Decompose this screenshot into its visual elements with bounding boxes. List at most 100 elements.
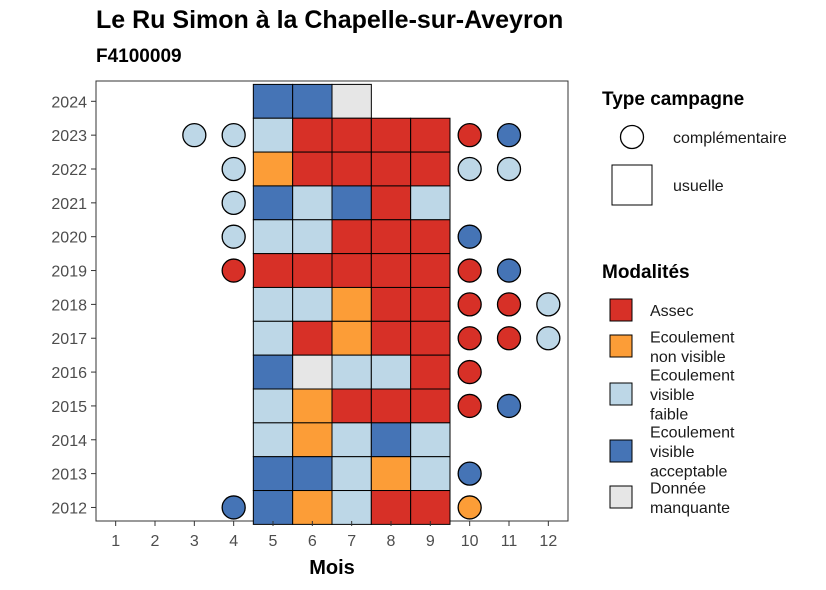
- x-tick-label-2: 2: [151, 533, 160, 550]
- cell-2021-6: [292, 185, 333, 221]
- y-tick-label-2020: 2020: [51, 230, 87, 247]
- cell-2018-8: [370, 286, 412, 322]
- y-tick-label-2014: 2014: [51, 433, 87, 450]
- legend-label-A: Assec: [650, 303, 694, 320]
- cell-2021-9: [410, 185, 451, 221]
- y-tick-label-2021: 2021: [51, 196, 87, 213]
- cell-2012-5: [252, 490, 294, 525]
- legend-key-M: [609, 485, 633, 509]
- point-2023-3: [182, 123, 207, 148]
- point-2016-10: [457, 359, 482, 385]
- cell-2021-8: [370, 185, 412, 221]
- cell-2020-9: [410, 219, 451, 255]
- cell-2023-9: [410, 117, 451, 153]
- cell-2022-5: [252, 151, 294, 187]
- chart-title: Le Ru Simon à la Chapelle-sur-Aveyron: [96, 6, 564, 34]
- y-tick-label-2013: 2013: [51, 467, 87, 484]
- cell-2012-7: [331, 490, 372, 525]
- cell-2021-7: [331, 185, 372, 221]
- cell-2016-9: [410, 354, 451, 390]
- point-2023-4: [221, 123, 246, 148]
- cell-2023-8: [370, 117, 412, 153]
- cell-2023-6: [292, 117, 333, 153]
- cell-2024-6: [292, 83, 333, 119]
- cell-2019-8: [370, 253, 412, 288]
- x-tick-label-3: 3: [190, 533, 199, 550]
- cell-2018-7: [331, 286, 372, 322]
- point-2017-11: [496, 326, 522, 351]
- point-2013-10: [457, 461, 482, 486]
- cell-2017-9: [410, 320, 451, 356]
- point-2022-10: [457, 156, 482, 182]
- cell-2014-5: [252, 422, 294, 458]
- cell-2016-8: [370, 354, 412, 390]
- cell-2018-9: [410, 286, 451, 322]
- cell-2015-8: [370, 388, 412, 424]
- cell-2020-5: [252, 219, 294, 255]
- cell-2015-5: [252, 388, 294, 424]
- point-2020-10: [457, 224, 482, 249]
- cell-2019-6: [292, 253, 333, 288]
- x-tick-label-12: 12: [539, 533, 557, 550]
- y-axis: 2012 2013 2014 2015 2016 2017 2018 2019 2020 2021…: [51, 94, 96, 517]
- legend-label-M: Donnée manquante: [650, 480, 730, 517]
- chart-subtitle: F4100009: [96, 46, 182, 67]
- x-tick-label-1: 1: [111, 533, 120, 550]
- point-2017-12: [536, 326, 561, 351]
- x-tick-label-10: 10: [461, 533, 479, 550]
- point-2019-4: [221, 258, 246, 283]
- cell-2019-9: [410, 253, 451, 288]
- cell-2015-9: [410, 388, 451, 424]
- point-2012-10: [457, 495, 482, 520]
- x-tick-label-7: 7: [347, 533, 356, 550]
- point-2015-10: [457, 393, 482, 419]
- y-tick-label-2015: 2015: [51, 399, 87, 416]
- cell-2019-5: [252, 253, 294, 288]
- legend-key-complementaire: [619, 124, 645, 150]
- x-tick-label-8: 8: [387, 533, 396, 550]
- cell-2016-6: [292, 354, 333, 390]
- cell-2022-9: [410, 151, 451, 187]
- point-2017-10: [457, 326, 482, 351]
- cell-2013-8: [370, 456, 412, 492]
- y-tick-label-2016: 2016: [51, 365, 87, 382]
- x-tick-label-11: 11: [501, 533, 518, 550]
- cell-2013-5: [252, 456, 294, 492]
- cell-2017-6: [292, 320, 333, 356]
- legend-label-F: Ecoulement visible faible: [650, 368, 735, 424]
- cell-2024-5: [252, 83, 294, 119]
- legend-modalities-title: Modalités: [602, 262, 690, 283]
- cell-2016-5: [252, 354, 294, 390]
- legend-label-complementaire: complémentaire: [673, 130, 787, 147]
- legend-label-V: Ecoulement visible acceptable: [650, 425, 735, 481]
- usuelle-cells: [252, 83, 451, 525]
- y-tick-label-2017: 2017: [51, 331, 87, 348]
- y-tick-label-2012: 2012: [51, 500, 87, 517]
- cell-2014-7: [331, 422, 372, 458]
- y-tick-label-2024: 2024: [51, 94, 87, 111]
- legend-label-N: Ecoulement non visible: [650, 329, 735, 366]
- cell-2023-7: [331, 117, 372, 153]
- legend-key-F: [609, 382, 633, 406]
- cell-2018-6: [292, 286, 333, 322]
- x-tick-label-5: 5: [269, 533, 278, 550]
- legend-key-V: [609, 439, 633, 463]
- point-2012-4: [221, 495, 246, 520]
- x-tick-label-9: 9: [426, 533, 435, 550]
- cell-2012-9: [410, 490, 451, 525]
- point-2018-11: [496, 292, 522, 317]
- cell-2018-5: [252, 286, 294, 322]
- point-2022-11: [496, 156, 522, 182]
- point-2018-10: [457, 292, 482, 317]
- legend-label-usuelle: usuelle: [673, 178, 724, 195]
- cell-2015-7: [331, 388, 372, 424]
- cell-2019-7: [331, 253, 372, 288]
- cell-2022-8: [370, 151, 412, 187]
- x-axis: 1 2 3 4 5 6 7 8 9 10 11 12: [111, 521, 557, 550]
- point-2021-4: [221, 190, 246, 215]
- y-tick-label-2022: 2022: [51, 162, 87, 179]
- cell-2024-7: [331, 83, 372, 119]
- cell-2020-6: [292, 219, 333, 255]
